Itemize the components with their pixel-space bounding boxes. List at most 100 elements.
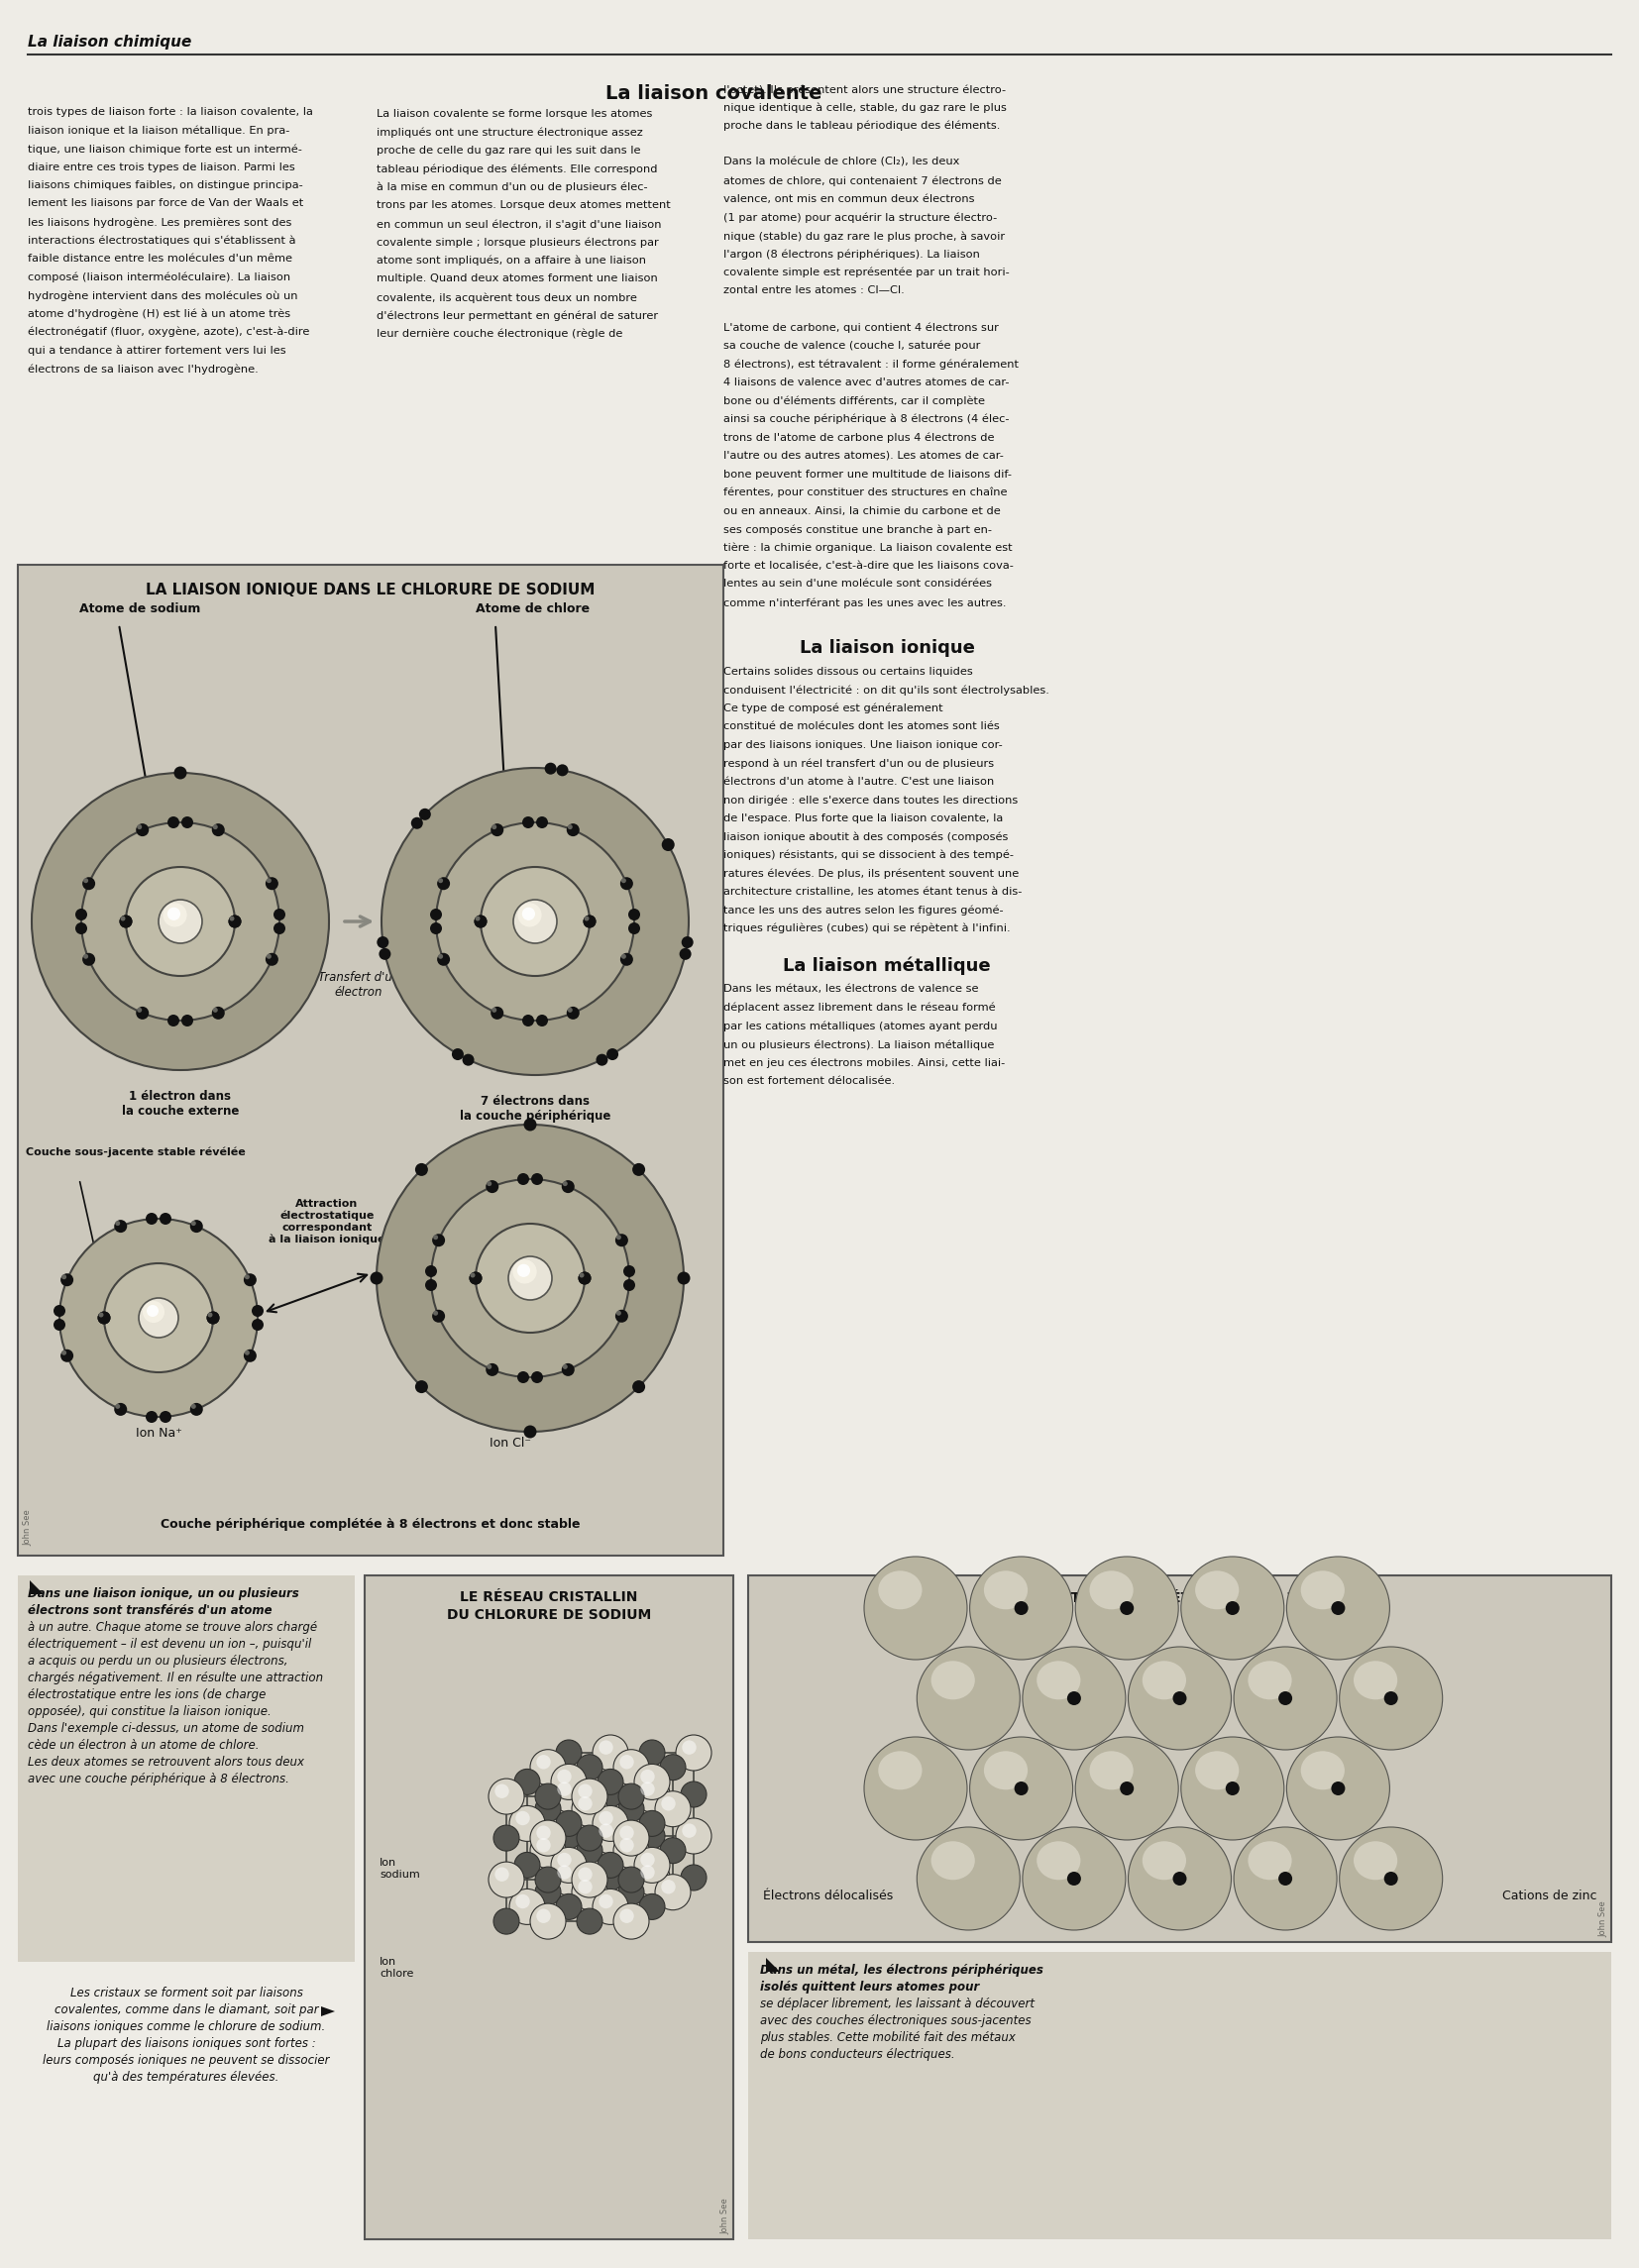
Ellipse shape [615, 1234, 628, 1247]
Ellipse shape [1331, 1601, 1346, 1615]
Text: bone peuvent former une multitude de liaisons dif-: bone peuvent former une multitude de lia… [723, 469, 1011, 479]
Ellipse shape [1226, 1601, 1239, 1615]
Ellipse shape [562, 1363, 575, 1377]
Ellipse shape [84, 878, 89, 882]
Text: John See: John See [721, 2198, 729, 2234]
Ellipse shape [639, 1810, 665, 1837]
Ellipse shape [536, 1837, 551, 1853]
Text: Transfert d'un
électron: Transfert d'un électron [318, 971, 400, 998]
Ellipse shape [598, 1864, 623, 1892]
Text: à un autre. Chaque atome se trouve alors chargé: à un autre. Chaque atome se trouve alors… [28, 1622, 318, 1633]
FancyBboxPatch shape [18, 1576, 354, 1962]
Polygon shape [765, 1957, 780, 1971]
Ellipse shape [1023, 1647, 1126, 1751]
Ellipse shape [515, 1853, 541, 1878]
Ellipse shape [480, 866, 590, 975]
Ellipse shape [579, 1867, 592, 1882]
Ellipse shape [266, 878, 279, 889]
Ellipse shape [634, 1765, 670, 1801]
Ellipse shape [75, 909, 87, 921]
Text: Ion Cl⁻: Ion Cl⁻ [490, 1436, 531, 1449]
Ellipse shape [556, 764, 569, 776]
Ellipse shape [138, 826, 143, 830]
Ellipse shape [598, 1812, 613, 1826]
Ellipse shape [1037, 1842, 1080, 1880]
Ellipse shape [529, 1903, 565, 1939]
Text: 8 électrons), est tétravalent : il forme généralement: 8 électrons), est tétravalent : il forme… [723, 358, 1019, 370]
Ellipse shape [438, 878, 443, 882]
Ellipse shape [190, 1220, 203, 1234]
Ellipse shape [420, 807, 431, 821]
Text: valence, ont mis en commun deux électrons: valence, ont mis en commun deux électron… [723, 195, 975, 204]
Ellipse shape [616, 1311, 621, 1315]
Ellipse shape [1119, 1601, 1134, 1615]
Text: interactions électrostatiques qui s'établissent à: interactions électrostatiques qui s'étab… [28, 236, 295, 245]
Ellipse shape [593, 1889, 628, 1926]
Ellipse shape [120, 914, 133, 928]
Ellipse shape [598, 1853, 623, 1878]
Ellipse shape [662, 839, 675, 850]
Ellipse shape [98, 1311, 110, 1325]
Ellipse shape [75, 923, 87, 934]
Text: qu'à des températures élevées.: qu'à des températures élevées. [93, 2071, 279, 2084]
Text: forte et localisée, c'est-à-dire que les liaisons cova-: forte et localisée, c'est-à-dire que les… [723, 560, 1013, 572]
Text: Dans la molécule de chlore (Cl₂), les deux: Dans la molécule de chlore (Cl₂), les de… [723, 156, 959, 168]
Ellipse shape [613, 1833, 649, 1869]
Ellipse shape [136, 1007, 149, 1018]
Text: Dans les métaux, les électrons de valence se: Dans les métaux, les électrons de valenc… [723, 984, 978, 993]
Text: l'autre ou des autres atomes). Les atomes de car-: l'autre ou des autres atomes). Les atome… [723, 451, 1003, 460]
Ellipse shape [931, 1842, 975, 1880]
Ellipse shape [613, 1903, 649, 1939]
Ellipse shape [606, 1048, 618, 1059]
Ellipse shape [620, 1837, 634, 1853]
Ellipse shape [115, 1404, 120, 1408]
Ellipse shape [536, 1014, 547, 1027]
Text: Les cristaux se forment soit par liaisons: Les cristaux se forment soit par liaison… [70, 1987, 303, 2000]
Text: férentes, pour constituer des structures en chaîne: férentes, pour constituer des structures… [723, 488, 1008, 499]
Ellipse shape [1142, 1660, 1187, 1699]
Ellipse shape [62, 1349, 67, 1356]
Ellipse shape [536, 1755, 551, 1769]
Ellipse shape [983, 1751, 1028, 1789]
Text: atomes de chlore, qui contenaient 7 électrons de: atomes de chlore, qui contenaient 7 élec… [723, 177, 1001, 186]
Ellipse shape [598, 1780, 623, 1808]
Ellipse shape [488, 1862, 524, 1898]
Ellipse shape [159, 1213, 172, 1225]
Ellipse shape [557, 1783, 572, 1796]
Text: électrons de sa liaison avec l'hydrogène.: électrons de sa liaison avec l'hydrogène… [28, 363, 259, 374]
Ellipse shape [62, 1275, 67, 1279]
Ellipse shape [415, 1163, 428, 1177]
Ellipse shape [524, 1118, 536, 1132]
Ellipse shape [579, 1880, 592, 1894]
Text: avec une couche périphérique à 8 électrons.: avec une couche périphérique à 8 électro… [28, 1774, 288, 1785]
Text: l'octet). Ils présentent alors une structure électro-: l'octet). Ils présentent alors une struc… [723, 84, 1006, 95]
Ellipse shape [618, 1867, 644, 1892]
Text: plus stables. Cette mobilité fait des métaux: plus stables. Cette mobilité fait des mé… [760, 2032, 1016, 2043]
Ellipse shape [244, 1349, 257, 1363]
Ellipse shape [593, 1735, 628, 1771]
Polygon shape [30, 1581, 44, 1594]
Ellipse shape [567, 826, 572, 830]
Ellipse shape [572, 1778, 608, 1814]
Ellipse shape [879, 1572, 923, 1610]
Ellipse shape [633, 1381, 646, 1393]
Text: covalente, ils acquèrent tous deux un nombre: covalente, ils acquèrent tous deux un no… [377, 293, 638, 302]
Text: LA LIAISON IONIQUE DANS LE CHLORURE DE SODIUM: LA LIAISON IONIQUE DANS LE CHLORURE DE S… [146, 583, 595, 596]
Ellipse shape [523, 907, 534, 921]
Text: tableau périodique des éléments. Elle correspond: tableau périodique des éléments. Elle co… [377, 163, 657, 175]
Ellipse shape [61, 1272, 74, 1286]
Ellipse shape [61, 1349, 74, 1363]
Ellipse shape [677, 1272, 690, 1284]
Ellipse shape [98, 1311, 110, 1325]
Ellipse shape [572, 1862, 608, 1898]
Ellipse shape [529, 1821, 565, 1855]
Ellipse shape [192, 1404, 197, 1408]
Text: bone ou d'éléments différents, car il complète: bone ou d'éléments différents, car il co… [723, 397, 985, 406]
Ellipse shape [557, 1864, 572, 1880]
Ellipse shape [139, 1297, 179, 1338]
Text: LA STRUCTURE MÉTALLIQUE DU ZINC: LA STRUCTURE MÉTALLIQUE DU ZINC [1036, 1590, 1323, 1606]
Text: électronégatif (fluor, oxygène, azote), c'est-à-dire: électronégatif (fluor, oxygène, azote), … [28, 327, 310, 338]
Text: hydrogène intervient dans des molécules où un: hydrogène intervient dans des molécules … [28, 290, 298, 302]
Ellipse shape [433, 1311, 438, 1315]
Text: opposée), qui constitue la liaison ionique.: opposée), qui constitue la liaison ioniq… [28, 1706, 272, 1719]
